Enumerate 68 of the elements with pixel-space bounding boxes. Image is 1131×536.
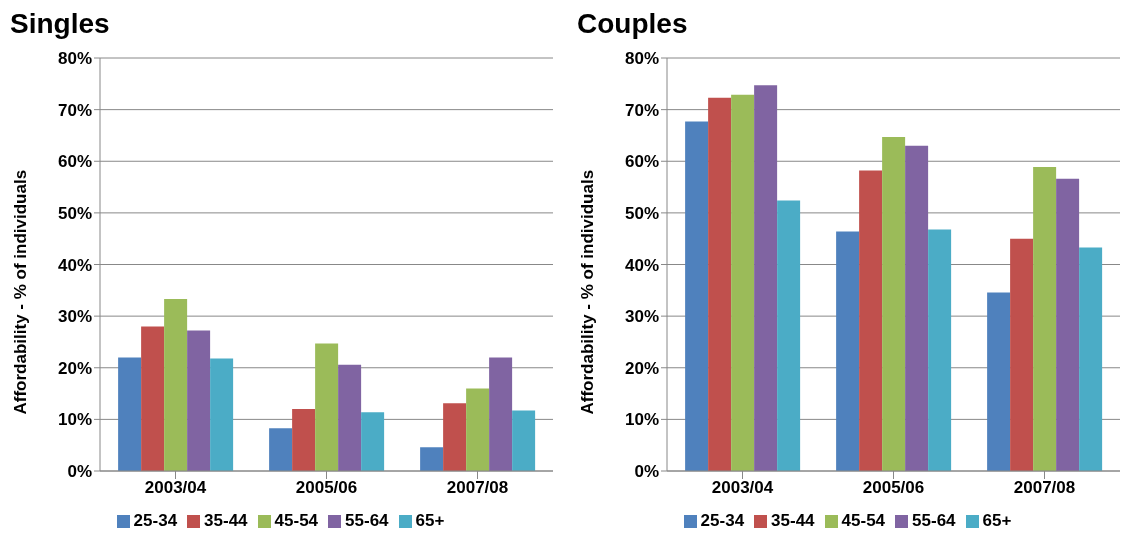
bar — [210, 358, 234, 471]
bar — [466, 388, 490, 471]
bar — [489, 357, 513, 471]
y-tick-label: 40% — [57, 255, 92, 275]
bar — [1010, 238, 1034, 471]
bar — [1079, 247, 1103, 471]
chart-title: Couples — [577, 8, 689, 41]
x-tick-label: 2007/08 — [1013, 478, 1076, 498]
bar — [708, 97, 732, 471]
legend-label: 35-44 — [771, 511, 815, 530]
y-axis-title: Affordability - % of individuals — [578, 169, 598, 415]
y-tick-label: 80% — [57, 49, 92, 69]
y-tick-label: 70% — [57, 100, 92, 120]
x-tick-label: 2003/04 — [711, 478, 774, 498]
y-tick-label: 40% — [624, 255, 659, 275]
legend-label: 55-64 — [345, 511, 389, 530]
bar — [836, 231, 860, 471]
bar — [338, 364, 362, 471]
bar — [443, 403, 467, 471]
legend-label: 25-34 — [700, 511, 745, 530]
y-tick-label: 20% — [57, 358, 92, 378]
legend-label: 45-54 — [841, 511, 886, 530]
bar — [118, 357, 142, 471]
bar — [685, 121, 709, 471]
legend-label: 65+ — [982, 511, 1012, 530]
y-tick-label: 30% — [57, 307, 92, 327]
bar — [987, 292, 1011, 471]
y-tick-label: 50% — [624, 203, 659, 223]
y-tick-label: 20% — [624, 358, 659, 378]
bar — [1033, 166, 1057, 471]
y-tick-label: 60% — [57, 152, 92, 172]
bar — [269, 428, 293, 471]
bar — [905, 145, 929, 471]
x-tick-label: 2005/06 — [862, 478, 925, 498]
bar — [361, 412, 385, 471]
bar — [777, 200, 801, 471]
legend-label: 65+ — [415, 511, 445, 530]
bar — [187, 330, 211, 471]
y-tick-label: 80% — [624, 49, 659, 69]
y-tick-label: 50% — [57, 203, 92, 223]
x-tick-label: 2007/08 — [446, 478, 509, 498]
bar — [731, 94, 755, 471]
y-tick-label: 30% — [624, 307, 659, 327]
y-tick-label: 0% — [634, 462, 659, 482]
bar — [315, 343, 339, 471]
legend-label: 25-34 — [133, 511, 178, 530]
chart-title: Singles — [10, 8, 111, 41]
bar — [882, 136, 906, 471]
y-tick-label: 0% — [67, 462, 92, 482]
bar — [292, 409, 316, 471]
legend-label: 35-44 — [204, 511, 248, 530]
bar — [859, 170, 883, 471]
bar — [141, 326, 165, 471]
y-tick-label: 60% — [624, 152, 659, 172]
bar — [164, 299, 188, 471]
y-tick-label: 10% — [624, 410, 659, 430]
bar — [1056, 178, 1080, 471]
legend-label: 55-64 — [912, 511, 956, 530]
y-tick-label: 10% — [57, 410, 92, 430]
bar — [754, 85, 778, 471]
legend-label: 45-54 — [274, 511, 319, 530]
x-tick-label: 2005/06 — [295, 478, 358, 498]
bar — [512, 410, 536, 471]
y-axis-title: Affordability - % of individuals — [11, 169, 31, 415]
bar — [928, 229, 952, 471]
bar — [420, 447, 444, 471]
y-tick-label: 70% — [624, 100, 659, 120]
x-tick-label: 2003/04 — [144, 478, 207, 498]
